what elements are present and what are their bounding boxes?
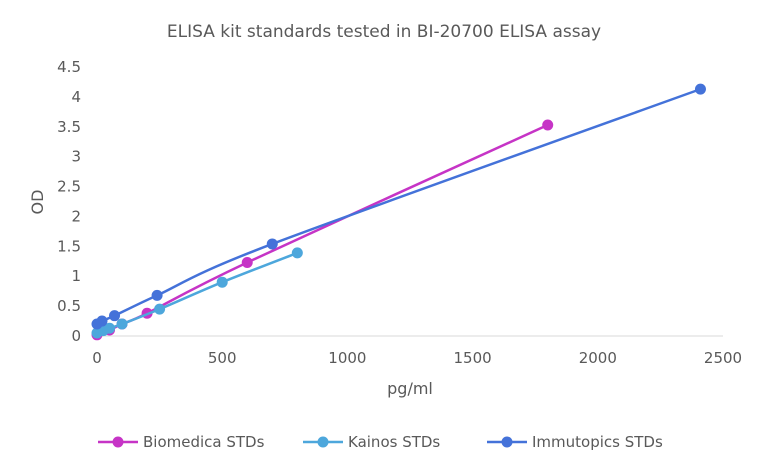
data-point (104, 322, 116, 334)
legend-item: Biomedica STDs (98, 433, 265, 451)
y-tick-label: 3.5 (57, 118, 81, 136)
plot-area (91, 83, 706, 341)
x-tick-label: 2000 (579, 349, 617, 367)
legend-label: Biomedica STDs (143, 433, 265, 451)
legend-item: Kainos STDs (303, 433, 440, 451)
data-point (116, 318, 128, 330)
y-tick-label: 1.5 (57, 237, 81, 255)
x-tick-label: 500 (208, 349, 237, 367)
y-tick-labels: 0 0.5 1 1.5 2 2.5 3 3.5 4 4.5 (57, 58, 81, 345)
legend-marker (317, 436, 329, 448)
legend: Biomedica STDs Kainos STDs Immutopics STDs (98, 433, 663, 451)
y-tick-label: 2 (71, 207, 81, 225)
x-tick-label: 1500 (454, 349, 492, 367)
chart-title: ELISA kit standards tested in BI-20700 E… (167, 22, 601, 42)
y-axis-title: OD (28, 190, 47, 215)
y-tick-label: 2.5 (57, 178, 81, 196)
legend-item: Immutopics STDs (487, 433, 663, 451)
y-tick-label: 0 (71, 327, 81, 345)
series-line (95, 87, 702, 326)
y-tick-label: 1 (71, 267, 81, 285)
data-point (109, 310, 121, 322)
data-point (291, 247, 303, 259)
data-point (216, 276, 228, 288)
data-point (266, 238, 278, 250)
data-point (151, 289, 163, 301)
data-point (694, 83, 706, 95)
y-tick-label: 3 (71, 148, 81, 166)
x-tick-label: 2500 (704, 349, 742, 367)
y-tick-label: 0.5 (57, 297, 81, 315)
legend-marker (112, 436, 124, 448)
x-tick-label: 1000 (328, 349, 366, 367)
legend-label: Kainos STDs (348, 433, 440, 451)
x-axis-title: pg/ml (387, 379, 433, 398)
data-point (96, 315, 108, 327)
x-tick-labels: 0 500 1000 1500 2000 2500 (92, 349, 742, 367)
data-point (154, 303, 166, 315)
legend-label: Immutopics STDs (532, 433, 663, 451)
series-line (95, 123, 549, 337)
y-tick-label: 4.5 (57, 58, 81, 76)
data-point (542, 119, 554, 131)
x-tick-label: 0 (92, 349, 102, 367)
y-tick-label: 4 (71, 88, 81, 106)
series-line (95, 251, 299, 335)
data-point (241, 256, 253, 268)
legend-marker (501, 436, 513, 448)
